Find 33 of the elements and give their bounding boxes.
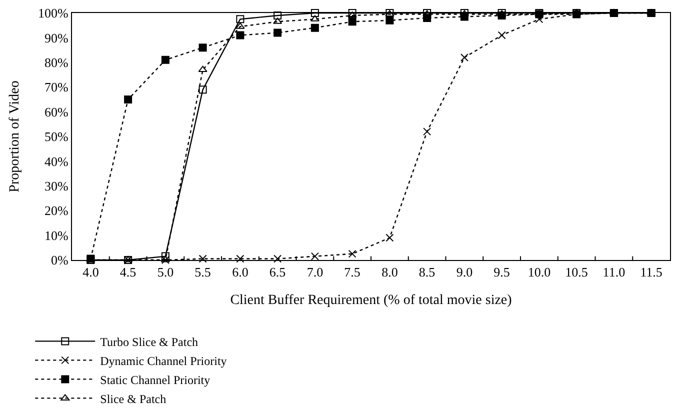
y-tick-label: 60%	[44, 104, 69, 120]
x-tick-label: 9.0	[456, 264, 473, 280]
x-tick-label: 11.0	[602, 264, 626, 280]
legend-label: Dynamic Channel Priority	[100, 354, 227, 368]
x-tick-label: 10.5	[565, 264, 588, 280]
y-axis-title: Proportion of Video	[8, 80, 23, 192]
x-tick-label: 7.0	[306, 264, 324, 280]
y-tick-label: 90%	[44, 30, 69, 46]
x-tick-label: 6.0	[232, 264, 248, 280]
x-tick-label: 11.5	[640, 264, 662, 280]
x-tick-label: 8.5	[418, 264, 436, 280]
x-tick-label: 10.0	[528, 264, 551, 280]
legend-label: Slice & Patch	[100, 392, 166, 406]
x-tick-label: 5.0	[157, 264, 174, 280]
x-tick-label: 9.5	[494, 264, 510, 280]
x-tick-label: 6.5	[269, 264, 286, 280]
x-tick-label: 5.5	[194, 264, 211, 280]
x-tick-label: 7.5	[344, 264, 360, 280]
y-tick-label: 80%	[44, 54, 69, 70]
y-tick-label: 50%	[44, 129, 69, 144]
y-tick-label: 20%	[44, 203, 69, 218]
x-tick-label: 4.5	[120, 264, 136, 280]
y-tick-label: 0%	[51, 252, 69, 268]
x-tick-label: 4.0	[82, 264, 99, 280]
legend-label: Static Channel Priority	[100, 372, 210, 387]
y-tick-label: 10%	[44, 228, 69, 243]
x-tick-label: 8.0	[382, 264, 398, 280]
legend-label: Turbo Slice & Patch	[100, 334, 198, 349]
y-tick-label: 70%	[44, 80, 69, 95]
y-tick-label: 100%	[38, 6, 69, 21]
y-tick-label: 40%	[44, 154, 69, 169]
y-tick-label: 30%	[44, 178, 69, 194]
x-axis-title: Client Buffer Requirement (% of total movie size)	[230, 292, 512, 308]
